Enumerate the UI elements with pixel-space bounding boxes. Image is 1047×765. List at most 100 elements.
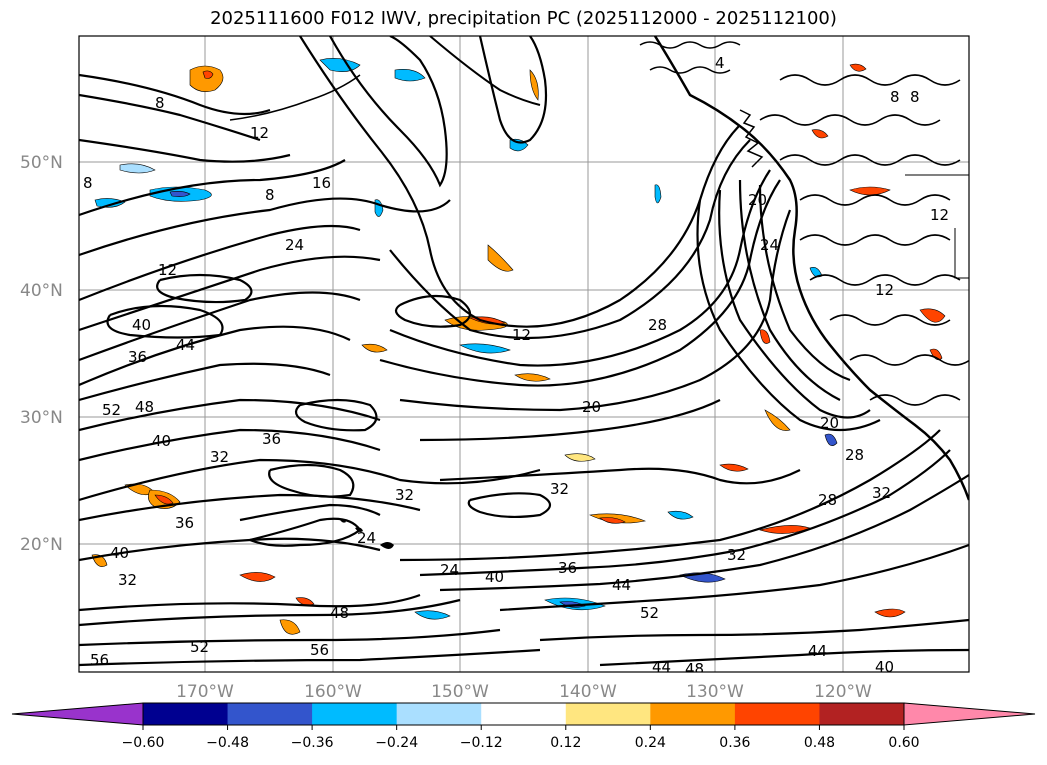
- contour-line: [758, 184, 851, 382]
- colorbar-tick-label: 0.24: [635, 735, 666, 751]
- contour-line: [869, 394, 961, 406]
- contour-label: 44: [612, 576, 631, 594]
- colorbar-extend-left: [11, 702, 144, 726]
- contour-line: [79, 224, 361, 302]
- contour-line: [379, 179, 781, 387]
- precip-patch: [654, 184, 662, 204]
- contour-line: [79, 138, 291, 163]
- colorbar-ticks: −0.60 −0.48 −0.36 −0.24 −0.12 0.12 0.24 0.36 0.4…: [122, 725, 920, 751]
- contour-label: 56: [310, 641, 329, 659]
- contour-label: 8: [83, 174, 93, 192]
- contour-line: [79, 197, 451, 257]
- contour-label: 52: [190, 638, 209, 656]
- contour-line: [809, 274, 961, 286]
- contour-label: 8: [265, 186, 275, 204]
- contour-label: 32: [395, 486, 414, 504]
- contour-label: 40: [875, 658, 894, 676]
- contour-label: 20: [748, 191, 767, 209]
- precip-patch: [119, 163, 156, 174]
- colorbar-extend-right: [903, 702, 1036, 726]
- precip-patch: [849, 186, 891, 196]
- contour-line: [79, 93, 261, 142]
- contour-line: [79, 593, 421, 612]
- contour-line: [499, 543, 969, 612]
- precip-patch: [811, 129, 829, 139]
- contour-label: 12: [158, 261, 177, 279]
- colorbar: −0.60 −0.48 −0.36 −0.24 −0.12 0.12 0.24 0.36 0.4…: [11, 702, 1036, 751]
- contour-line: [79, 159, 346, 217]
- colorbar-tick-label: −0.12: [460, 735, 503, 751]
- precip-patch: [394, 69, 426, 82]
- iwv-contours: [79, 36, 969, 667]
- contour-line: [779, 154, 961, 166]
- contour-line: [467, 492, 552, 519]
- contour-line: [79, 458, 541, 502]
- contour-line: [79, 255, 381, 332]
- colorbar-segment: [396, 703, 482, 725]
- contour-label: 32: [550, 480, 569, 498]
- precip-patch: [529, 69, 539, 101]
- colorbar-segment: [481, 703, 567, 725]
- contour-label: 56: [90, 651, 109, 669]
- contour-label: 8: [155, 94, 165, 112]
- precip-patch: [759, 329, 771, 344]
- contour-line: [239, 503, 381, 522]
- contour-line: [329, 36, 448, 188]
- contour-line: [79, 598, 461, 627]
- contour-line: [106, 304, 224, 339]
- lon-label-150w: 150°W: [431, 682, 489, 702]
- precip-patch: [202, 70, 214, 79]
- precip-patch: [919, 308, 946, 323]
- contour-label: 32: [872, 484, 891, 502]
- contour-label: 12: [512, 326, 531, 344]
- colorbar-segment: [819, 703, 905, 725]
- contour-line: [394, 294, 472, 328]
- colorbar-tick-label: −0.48: [206, 735, 249, 751]
- contour-label: 48: [330, 604, 349, 622]
- colorbar-segment: [650, 703, 736, 725]
- contour-line: [799, 234, 951, 246]
- contour-line: [79, 362, 331, 402]
- precip-patch: [719, 463, 749, 472]
- contour-line: [599, 648, 969, 667]
- contour-line: [649, 66, 731, 74]
- contour-line: [849, 354, 969, 366]
- colorbar-segment: [565, 703, 651, 725]
- contour-label: 32: [727, 546, 746, 564]
- colorbar-tick-label: −0.24: [375, 735, 418, 751]
- contour-line: [156, 273, 253, 304]
- contour-line: [294, 398, 378, 432]
- contour-label: 40: [132, 316, 151, 334]
- lon-label-120w: 120°W: [814, 682, 872, 702]
- precip-patch: [514, 373, 551, 382]
- precip-patch: [239, 572, 276, 582]
- precip-patch: [824, 433, 838, 446]
- contour-label: 32: [118, 571, 137, 589]
- contour-label: 48: [685, 660, 704, 678]
- contour-line: [419, 399, 721, 442]
- precip-patch: [189, 65, 224, 92]
- contour-line: [389, 139, 751, 340]
- contour-label: 20: [820, 414, 839, 432]
- contour-label: 24: [440, 561, 459, 579]
- contour-label: 28: [648, 316, 667, 334]
- coastline-alaska: [429, 36, 541, 106]
- contour-label: 44: [652, 658, 671, 676]
- colorbar-segment: [312, 703, 398, 725]
- contour-line: [738, 179, 841, 401]
- contour-line: [779, 74, 961, 86]
- precip-patch: [169, 191, 191, 197]
- contour-line: [439, 474, 969, 592]
- precip-patch: [764, 409, 791, 431]
- colorbar-tick-label: −0.60: [122, 735, 165, 751]
- precip-patch: [849, 63, 867, 72]
- colorbar-segments: [143, 703, 905, 725]
- contour-label: 44: [808, 642, 827, 660]
- contour-line: [759, 114, 941, 126]
- contour-label: 40: [152, 432, 171, 450]
- contour-line: [399, 429, 941, 562]
- aleutian-islands: [229, 74, 361, 121]
- colorbar-tick-label: −0.36: [291, 735, 334, 751]
- precip-patch: [564, 453, 596, 462]
